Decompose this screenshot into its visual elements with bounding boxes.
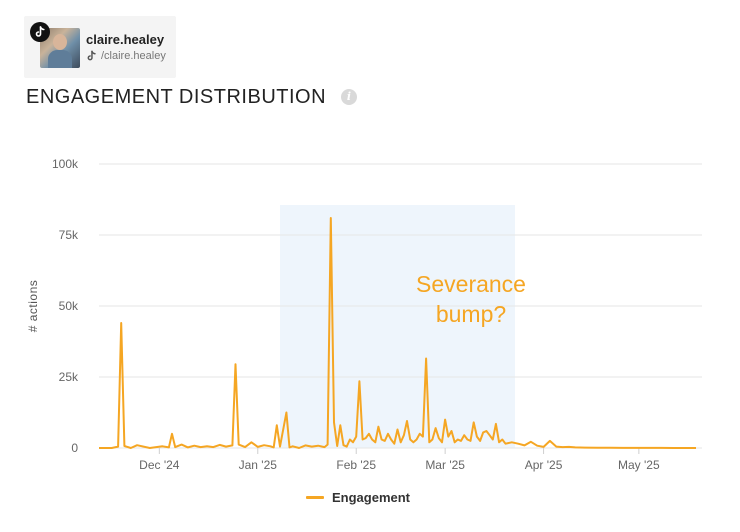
y-tick-label: 0 <box>71 441 78 455</box>
x-tick-label: Jan '25 <box>239 458 278 472</box>
y-tick-label: 25k <box>59 370 79 384</box>
legend-swatch <box>306 496 324 499</box>
highlight-band <box>280 205 515 448</box>
tiktok-icon <box>30 22 50 42</box>
profile-handle: /claire.healey <box>101 50 166 62</box>
info-icon[interactable]: i <box>341 89 357 105</box>
tiktok-small-icon <box>87 50 96 61</box>
profile-username[interactable]: claire.healey <box>86 32 165 47</box>
x-tick-label: May '25 <box>618 458 660 472</box>
series-line-engagement <box>99 217 696 449</box>
x-tick-label: Dec '24 <box>139 458 180 472</box>
legend-label: Engagement <box>332 490 411 505</box>
chart-legend[interactable]: Engagement <box>306 490 410 505</box>
chart-annotation-line: bump? <box>436 301 506 327</box>
profile-card[interactable]: claire.healey /claire.healey <box>24 16 176 78</box>
y-axis-label: # actions <box>26 280 40 333</box>
page-title: ENGAGEMENT DISTRIBUTION <box>26 86 327 108</box>
x-tick-label: Apr '25 <box>525 458 563 472</box>
chart-annotation-line: Severance <box>416 271 526 297</box>
x-tick-label: Mar '25 <box>425 458 465 472</box>
x-tick-label: Feb '25 <box>336 458 376 472</box>
y-tick-label: 75k <box>59 228 79 242</box>
y-tick-label: 50k <box>59 299 79 313</box>
y-tick-label: 100k <box>52 157 79 171</box>
profile-handle-row: /claire.healey <box>86 50 166 62</box>
